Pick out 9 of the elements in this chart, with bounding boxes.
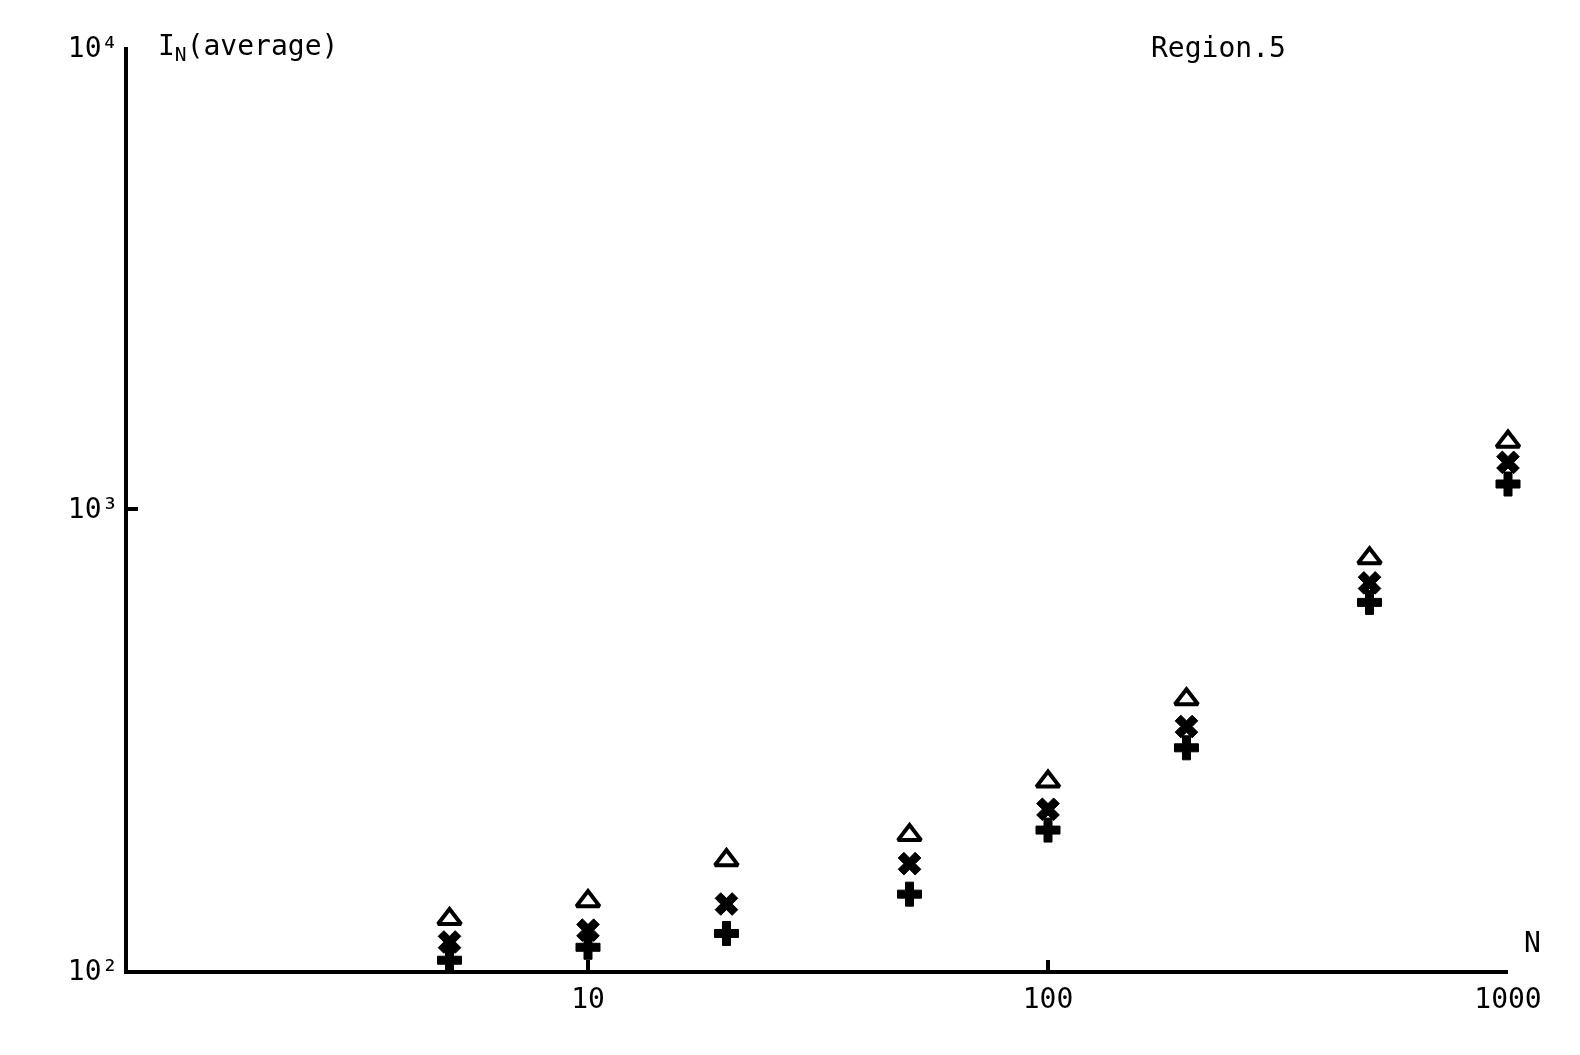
annotation: Region.5 <box>1151 31 1286 64</box>
x-tick-label: 100 <box>1022 981 1074 1015</box>
y-axis-title: I$_{N}$(average) <box>158 29 339 66</box>
x-axis-title: N <box>1524 926 1541 959</box>
y-tick-label: 10³ <box>67 492 119 526</box>
x-tick-label: 10 <box>571 981 605 1015</box>
y-tick-label: 10⁴ <box>67 30 119 64</box>
x-tick-label: 1000 <box>1474 981 1542 1015</box>
y-tick-label: 10² <box>67 953 119 987</box>
